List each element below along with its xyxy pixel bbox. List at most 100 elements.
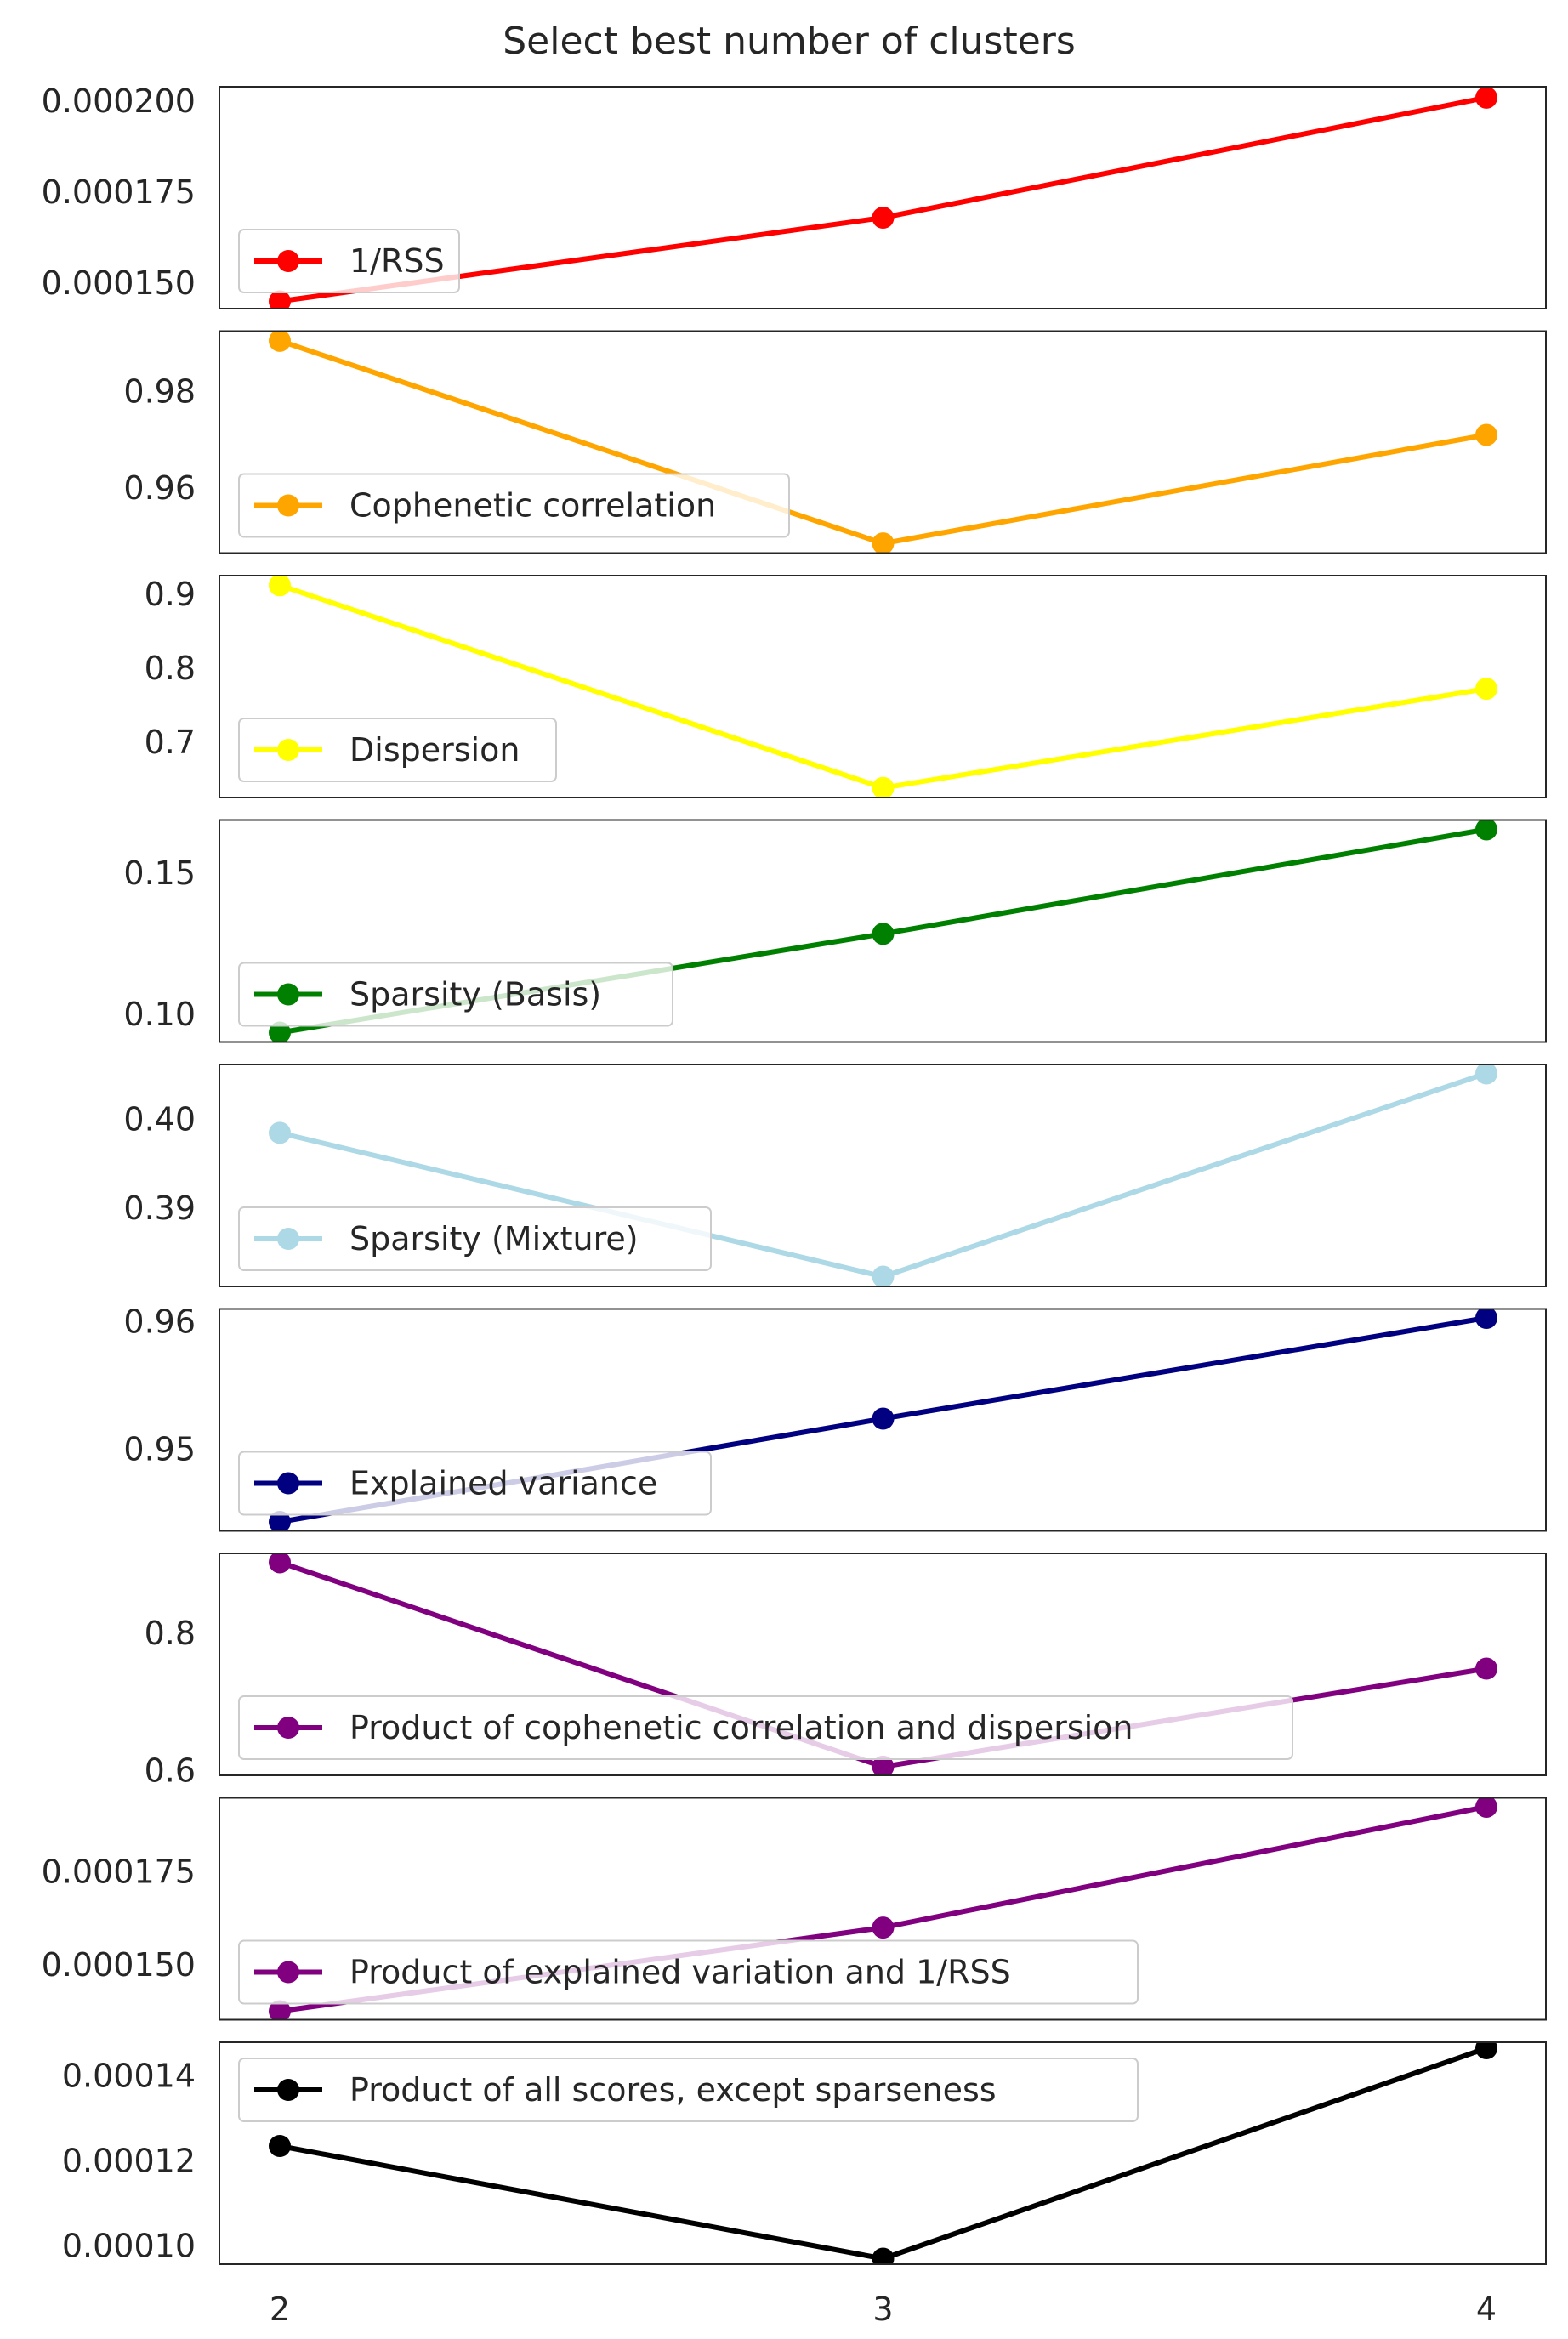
legend-marker (277, 983, 299, 1006)
data-point (1475, 2042, 1497, 2059)
panel-3: 0.7 0.8 0.9 Dispersion (145, 575, 1547, 798)
axes-frame (219, 1308, 1547, 1532)
legend: Dispersion (238, 718, 557, 782)
x-tick-label: 3 (872, 2291, 893, 2328)
y-tick-label: 0.00010 (62, 2228, 196, 2265)
data-point (269, 2000, 291, 2020)
y-tick-label: 0.8 (145, 650, 196, 687)
y-tick-label: 0.000175 (42, 1854, 196, 1891)
axes-frame (219, 330, 1547, 554)
legend-label: Product of all scores, except sparseness (349, 2071, 997, 2109)
legend: Product of all scores, except sparseness (238, 2058, 1139, 2122)
x-tick-label: 4 (1476, 2291, 1497, 2328)
data-point (1475, 87, 1497, 109)
legend-marker (277, 2079, 299, 2101)
y-tick-label: 0.7 (145, 724, 196, 761)
data-point (269, 1511, 291, 1531)
legend-marker (277, 1472, 299, 1495)
legend-box (238, 2058, 1139, 2122)
legend-box (238, 229, 460, 293)
legend-marker (277, 250, 299, 272)
data-point (872, 1755, 895, 1775)
data-point (872, 2247, 895, 2264)
x-tick-labels: 2 3 4 (270, 2291, 1497, 2328)
legend-label: Sparsity (Basis) (349, 976, 601, 1013)
y-tick-label: 0.8 (145, 1615, 196, 1652)
panel-6: 0.95 0.96 Explained variance (123, 1303, 1547, 1532)
panel-8: 0.000150 0.000175 Product of explained var… (42, 1797, 1547, 2021)
legend-label: Product of cophenetic correlation and di… (349, 1709, 1133, 1746)
y-tick-label: 0.10 (123, 996, 196, 1033)
chart-title: Select best number of clusters (503, 20, 1076, 63)
y-tick-label: 0.98 (123, 372, 196, 410)
y-tick-label: 0.000200 (42, 82, 196, 120)
legend: Cophenetic correlation (238, 473, 790, 538)
legend-box (238, 718, 557, 782)
y-tick-label: 0.000150 (42, 264, 196, 302)
data-point (1475, 1797, 1497, 1818)
series-group (269, 2042, 1497, 2264)
data-point (269, 1121, 291, 1144)
legend-box (238, 1451, 712, 1516)
legend-label: Sparsity (Mixture) (349, 1220, 639, 1257)
axes-frame (219, 2041, 1547, 2265)
data-point (269, 1021, 291, 1042)
legend-label: 1/RSS (349, 242, 445, 280)
data-point (872, 1916, 895, 1939)
legend: 1/RSS (238, 229, 460, 293)
series-line (279, 94, 1487, 304)
legend-marker (277, 494, 299, 517)
y-tick-label: 0.96 (123, 1303, 196, 1341)
data-point (872, 532, 895, 554)
panel-9: 0.00010 0.00012 0.00014 Product of all scor… (62, 2041, 1547, 2265)
legend-box (238, 473, 790, 538)
y-tick-label: 0.9 (145, 576, 196, 613)
data-point (1475, 423, 1497, 446)
data-point (1475, 1064, 1497, 1085)
data-point (269, 576, 291, 597)
legend-label: Dispersion (349, 731, 520, 769)
data-point (872, 776, 895, 798)
legend-label: Explained variance (349, 1465, 657, 1502)
data-point (1475, 1657, 1497, 1680)
legend: Sparsity (Mixture) (238, 1206, 712, 1271)
legend: Sparsity (Basis) (238, 962, 673, 1027)
data-point (269, 290, 291, 309)
y-tick-label: 0.6 (145, 1751, 196, 1789)
axes-frame (219, 1797, 1547, 2021)
y-tick-label: 0.00012 (62, 2143, 196, 2180)
legend-marker (277, 1228, 299, 1250)
axes-frame (219, 1064, 1547, 1287)
data-point (1475, 820, 1497, 841)
series-group (269, 331, 1497, 554)
data-point (872, 1407, 895, 1430)
y-tick-label: 0.39 (123, 1189, 196, 1227)
data-point (872, 923, 895, 945)
y-tick-label: 0.15 (123, 854, 196, 892)
data-point (269, 2135, 291, 2157)
axes-frame (219, 86, 1547, 309)
y-tick-label: 0.000150 (42, 1946, 196, 1984)
legend-label: Product of explained variation and 1/RSS (349, 1954, 1011, 1991)
axes-frame (219, 819, 1547, 1043)
y-tick-label: 0.95 (123, 1431, 196, 1468)
data-point (872, 1265, 895, 1286)
legend-marker (277, 1961, 299, 1984)
series-group (269, 576, 1497, 798)
y-tick-label: 0.000175 (42, 173, 196, 211)
panel-7: 0.6 0.8 Product of cophenetic correlation … (145, 1553, 1547, 1789)
axes-frame (219, 575, 1547, 798)
data-point (269, 331, 291, 352)
legend: Explained variance (238, 1451, 712, 1516)
legend-box (238, 962, 673, 1027)
legend-box (238, 1939, 1139, 2005)
panel-5: 0.39 0.40 Sparsity (Mixture) (123, 1064, 1547, 1287)
series-group (269, 1064, 1497, 1286)
y-tick-label: 0.00014 (62, 2058, 196, 2095)
legend: Product of cophenetic correlation and di… (238, 1695, 1293, 1760)
data-point (1475, 1309, 1497, 1329)
panel-2: 0.96 0.98 Cophenetic correlation (123, 330, 1547, 554)
legend: Product of explained variation and 1/RSS (238, 1939, 1139, 2005)
legend-label: Cophenetic correlation (349, 487, 716, 525)
